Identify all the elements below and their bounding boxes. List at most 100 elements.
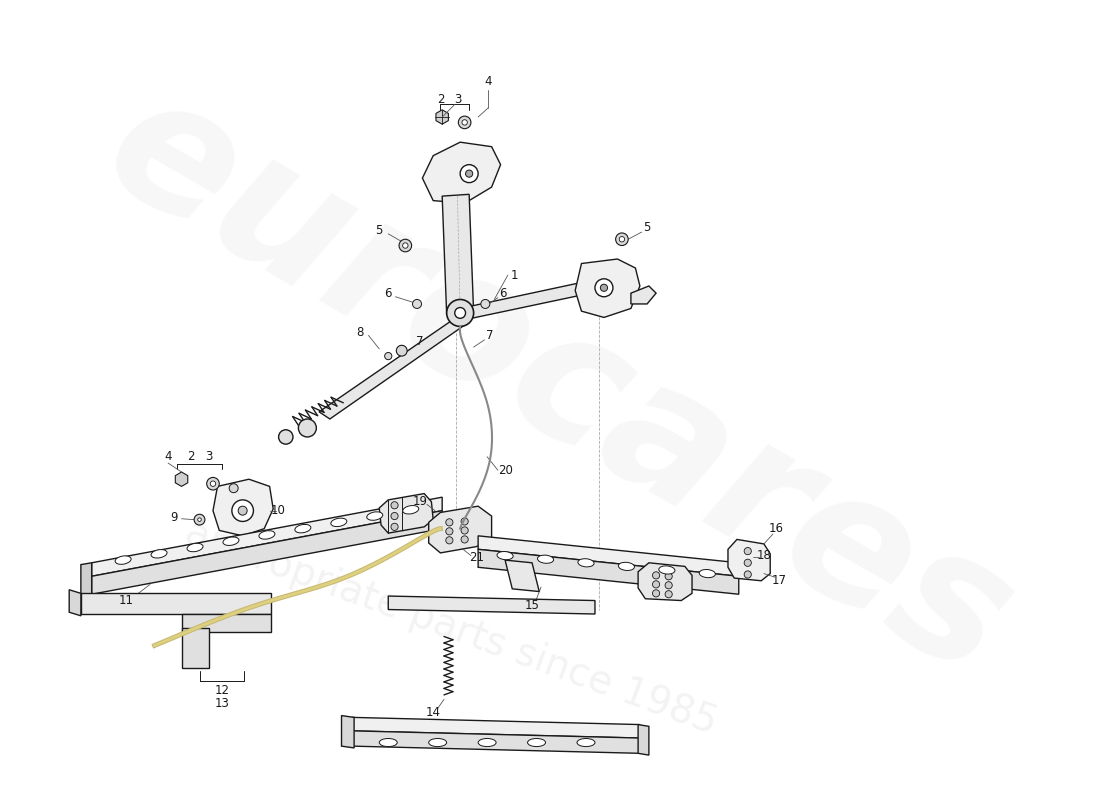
Text: 3: 3 [205, 450, 212, 463]
Circle shape [278, 430, 293, 444]
Text: 16: 16 [769, 522, 784, 535]
Circle shape [446, 518, 453, 526]
Polygon shape [379, 494, 433, 533]
Text: 8: 8 [355, 326, 363, 339]
Circle shape [390, 502, 398, 509]
Circle shape [666, 582, 672, 589]
Ellipse shape [578, 738, 595, 746]
Polygon shape [436, 110, 449, 124]
Text: 10: 10 [272, 504, 286, 517]
Polygon shape [460, 282, 591, 320]
Text: 2: 2 [437, 93, 444, 106]
Text: 13: 13 [214, 698, 230, 710]
Text: 4: 4 [164, 450, 172, 463]
Ellipse shape [578, 558, 594, 567]
Circle shape [465, 170, 473, 178]
Circle shape [207, 478, 219, 490]
Circle shape [616, 233, 628, 246]
Polygon shape [319, 314, 469, 419]
Circle shape [745, 571, 751, 578]
Text: 14: 14 [426, 706, 441, 719]
Text: 7: 7 [416, 335, 424, 348]
Circle shape [652, 572, 660, 579]
Text: 9: 9 [170, 511, 178, 524]
Circle shape [396, 346, 407, 356]
Polygon shape [478, 536, 739, 576]
Circle shape [390, 513, 398, 520]
Circle shape [460, 165, 478, 182]
Ellipse shape [478, 738, 496, 746]
Ellipse shape [295, 525, 311, 533]
Text: 18: 18 [757, 549, 771, 562]
Text: 2: 2 [187, 450, 195, 463]
Ellipse shape [659, 566, 675, 574]
Circle shape [232, 500, 253, 522]
Circle shape [454, 307, 465, 318]
Circle shape [447, 299, 474, 326]
Circle shape [666, 590, 672, 598]
Ellipse shape [497, 551, 514, 560]
Text: 3: 3 [454, 93, 462, 106]
Circle shape [745, 559, 751, 566]
Circle shape [399, 239, 411, 252]
Text: 1: 1 [510, 269, 518, 282]
Polygon shape [638, 725, 649, 755]
Circle shape [461, 527, 469, 534]
Circle shape [461, 518, 469, 525]
Circle shape [298, 419, 317, 437]
Text: appropriate parts since 1985: appropriate parts since 1985 [180, 514, 723, 742]
Polygon shape [213, 479, 273, 536]
Polygon shape [91, 510, 442, 594]
Circle shape [601, 284, 607, 291]
Text: 19: 19 [412, 495, 427, 508]
Text: 15: 15 [525, 598, 539, 611]
Circle shape [198, 518, 201, 522]
Circle shape [595, 278, 613, 297]
Text: 4: 4 [484, 74, 492, 87]
Polygon shape [728, 539, 770, 581]
Ellipse shape [700, 570, 715, 578]
Circle shape [745, 547, 751, 554]
Ellipse shape [429, 738, 447, 746]
Circle shape [481, 299, 490, 309]
Circle shape [619, 237, 625, 242]
Circle shape [652, 581, 660, 588]
Circle shape [666, 573, 672, 580]
Circle shape [446, 537, 453, 544]
Text: 21: 21 [469, 551, 484, 564]
Ellipse shape [151, 550, 167, 558]
Text: 6: 6 [385, 286, 392, 300]
Circle shape [194, 514, 205, 525]
Circle shape [229, 484, 239, 493]
Circle shape [462, 120, 468, 125]
Ellipse shape [538, 555, 553, 563]
Circle shape [652, 590, 660, 597]
Text: 5: 5 [644, 221, 651, 234]
Ellipse shape [403, 506, 419, 514]
Polygon shape [69, 590, 81, 616]
Circle shape [461, 536, 469, 543]
Text: 7: 7 [486, 329, 494, 342]
Polygon shape [388, 596, 595, 614]
Polygon shape [638, 562, 692, 601]
Polygon shape [341, 715, 354, 748]
Polygon shape [505, 560, 539, 591]
Circle shape [459, 116, 471, 129]
Polygon shape [478, 550, 739, 594]
Text: 5: 5 [375, 224, 383, 237]
Polygon shape [81, 594, 272, 614]
Text: 11: 11 [119, 594, 133, 607]
Polygon shape [91, 497, 442, 576]
Polygon shape [81, 562, 91, 596]
Ellipse shape [187, 543, 204, 552]
Circle shape [403, 243, 408, 248]
Polygon shape [352, 718, 640, 738]
Text: 17: 17 [772, 574, 786, 587]
Polygon shape [352, 731, 640, 754]
Circle shape [210, 481, 216, 486]
Ellipse shape [528, 738, 546, 746]
Polygon shape [429, 506, 492, 553]
Ellipse shape [331, 518, 346, 526]
Polygon shape [182, 627, 209, 668]
Ellipse shape [366, 512, 383, 520]
